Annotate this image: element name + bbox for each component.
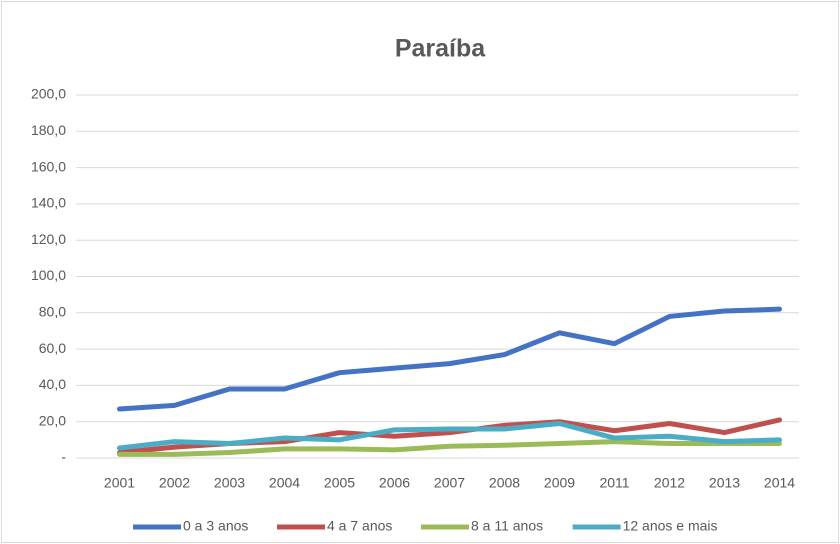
x-tick-label: 2001: [104, 475, 135, 491]
legend-label: 4 a 7 anos: [327, 518, 392, 534]
series-line: [117, 306, 782, 412]
x-tick-label: 2009: [544, 475, 575, 491]
x-tick-label: 2013: [709, 475, 740, 491]
y-tick-label: 100,0: [31, 267, 66, 283]
y-tick-label: 20,0: [39, 412, 66, 428]
x-tick-label: 2008: [489, 475, 520, 491]
x-tick-label: 2012: [654, 475, 685, 491]
x-tick-label: 2005: [324, 475, 355, 491]
legend-label: 12 anos e mais: [623, 518, 718, 534]
y-tick-label: 60,0: [39, 340, 66, 356]
x-tick-label: 2011: [599, 475, 629, 491]
legend-label: 0 a 3 anos: [183, 518, 248, 534]
y-tick-label: 200,0: [31, 86, 66, 102]
y-tick-label: 120,0: [31, 231, 66, 247]
legend-label: 8 a 11 anos: [471, 518, 543, 534]
y-tick-label: 80,0: [39, 304, 66, 320]
x-tick-label: 2003: [214, 475, 245, 491]
y-tick-label: 160,0: [31, 158, 66, 174]
y-tick-label: 40,0: [39, 376, 66, 392]
series-line: [117, 421, 782, 451]
y-tick-label: -: [61, 449, 66, 465]
x-tick-label: 2002: [159, 475, 190, 491]
y-tick-label: 180,0: [31, 122, 66, 138]
x-tick-label: 2007: [434, 475, 465, 491]
x-tick-label: 2014: [764, 475, 795, 491]
x-tick-label: 2004: [269, 475, 300, 491]
y-tick-label: 140,0: [31, 195, 66, 211]
x-tick-label: 2006: [379, 475, 410, 491]
series-line: [117, 439, 782, 457]
chart-title: Paraíba: [395, 35, 486, 63]
